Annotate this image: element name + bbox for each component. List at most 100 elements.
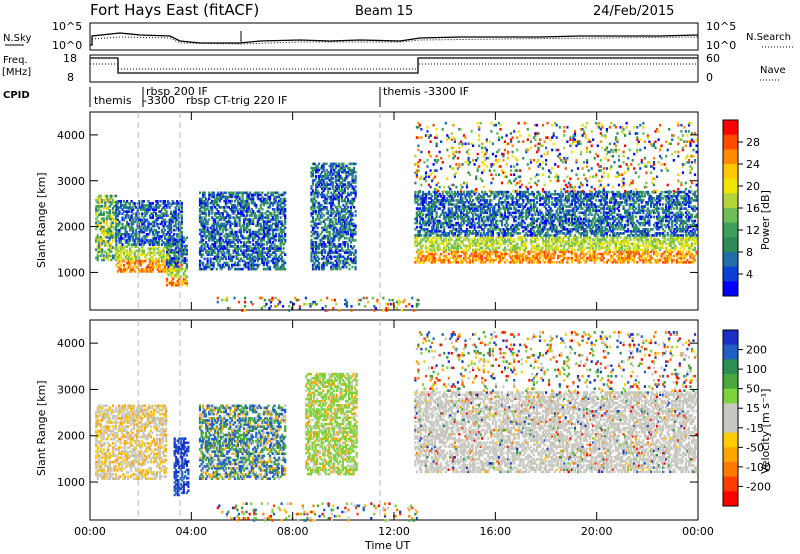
power-cell bbox=[132, 259, 135, 263]
power-cell bbox=[218, 263, 221, 267]
power-cell bbox=[240, 206, 243, 209]
power-cell bbox=[342, 243, 345, 246]
power-cell bbox=[148, 208, 151, 211]
power-cell bbox=[238, 247, 241, 250]
power-cell bbox=[217, 216, 220, 219]
power-cell bbox=[354, 210, 357, 213]
power-cell bbox=[514, 248, 517, 252]
power-cell bbox=[99, 225, 102, 229]
power-cell bbox=[503, 240, 507, 243]
power-cell bbox=[252, 261, 255, 265]
power-cell bbox=[348, 210, 351, 213]
power-cell bbox=[136, 237, 139, 240]
power-cell bbox=[334, 218, 337, 221]
power-cell bbox=[167, 273, 170, 277]
power-cell bbox=[325, 212, 328, 215]
power-cell bbox=[479, 236, 482, 239]
power-cell bbox=[252, 210, 255, 213]
power-cell bbox=[525, 215, 528, 219]
power-cell bbox=[107, 242, 110, 245]
power-cell bbox=[424, 244, 428, 248]
power-cell bbox=[119, 233, 123, 236]
power-cell bbox=[315, 230, 318, 234]
power-cell bbox=[514, 244, 517, 248]
power-cell bbox=[107, 229, 110, 233]
power-cell bbox=[487, 244, 490, 248]
power-cell bbox=[490, 192, 493, 196]
power-cell bbox=[99, 213, 102, 216]
power-cell bbox=[232, 234, 235, 238]
power-cell bbox=[159, 204, 162, 207]
power-cell bbox=[351, 197, 354, 201]
power-cell bbox=[459, 209, 463, 212]
power-cell bbox=[154, 200, 158, 203]
power-cell bbox=[520, 221, 523, 225]
power-cell bbox=[176, 214, 179, 217]
power-cell bbox=[497, 256, 501, 260]
power-cell bbox=[198, 259, 202, 263]
power-cell bbox=[311, 206, 315, 209]
power-cell bbox=[490, 219, 493, 223]
power-cell bbox=[339, 218, 342, 221]
power-cell bbox=[160, 228, 164, 232]
power-cell bbox=[96, 240, 99, 243]
power-cell bbox=[525, 228, 528, 231]
power-cell bbox=[345, 249, 348, 252]
power-cell bbox=[167, 202, 170, 205]
power-cell bbox=[200, 230, 203, 234]
power-cell bbox=[279, 236, 282, 240]
power-cell bbox=[176, 273, 179, 277]
power-cell bbox=[154, 261, 158, 265]
power-cell bbox=[258, 208, 261, 211]
power-cell bbox=[331, 251, 334, 254]
power-cell bbox=[519, 232, 522, 235]
power-cell bbox=[482, 238, 485, 241]
power-cell bbox=[170, 222, 173, 226]
power-cell bbox=[328, 164, 331, 168]
power-cell bbox=[526, 234, 529, 237]
power-cell bbox=[241, 208, 244, 211]
power-cell bbox=[321, 257, 324, 261]
power-cell bbox=[209, 247, 212, 250]
power-cell bbox=[252, 257, 255, 261]
power-cell bbox=[107, 211, 110, 214]
power-cell bbox=[534, 240, 537, 243]
power-cell bbox=[427, 217, 431, 221]
power-cell bbox=[444, 211, 447, 215]
power-cell bbox=[467, 192, 470, 196]
power-cell bbox=[478, 248, 481, 252]
power-cell bbox=[334, 259, 337, 263]
power-cell bbox=[537, 217, 540, 221]
power-cell bbox=[481, 207, 484, 210]
power-cell bbox=[230, 232, 234, 236]
power-cell bbox=[153, 247, 156, 250]
power-cell bbox=[212, 191, 215, 195]
power-cell bbox=[138, 263, 141, 267]
power-cell bbox=[270, 253, 273, 256]
power-cell bbox=[110, 233, 113, 237]
power-cell bbox=[153, 259, 156, 263]
power-cell bbox=[516, 225, 519, 229]
power-cell bbox=[464, 258, 467, 262]
power-cell bbox=[147, 239, 150, 242]
power-cell bbox=[438, 215, 441, 219]
power-cell bbox=[256, 257, 259, 261]
power-cell bbox=[96, 250, 99, 253]
power-cell bbox=[274, 234, 278, 238]
power-cell bbox=[258, 253, 261, 256]
power-cell bbox=[229, 230, 232, 234]
power-cell bbox=[339, 253, 342, 256]
power-cell bbox=[491, 211, 494, 215]
power-cell bbox=[259, 197, 262, 201]
power-cell bbox=[467, 195, 470, 198]
power-cell bbox=[541, 221, 545, 225]
power-cell bbox=[351, 218, 354, 221]
power-cell bbox=[328, 197, 331, 201]
power-cell bbox=[525, 232, 528, 235]
power-cell bbox=[348, 251, 351, 254]
power-cell bbox=[250, 249, 253, 252]
power-cell bbox=[482, 261, 485, 264]
power-cell bbox=[330, 181, 333, 184]
power-cell bbox=[423, 192, 426, 196]
power-cell bbox=[459, 213, 463, 217]
